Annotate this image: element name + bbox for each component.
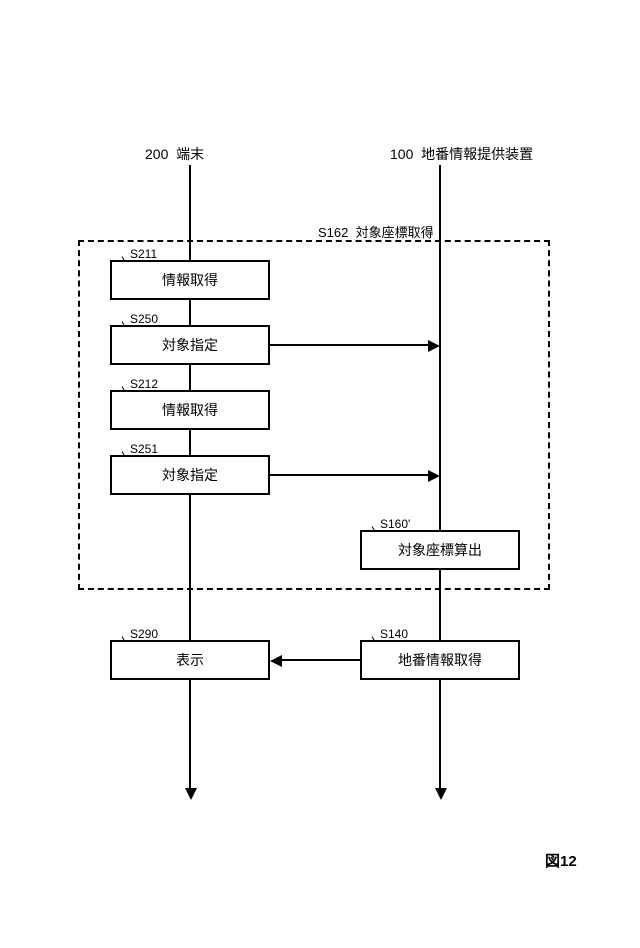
lane-right-label: 100 地番情報提供装置 (390, 144, 533, 164)
arrowhead-right-icon (428, 340, 440, 352)
frame-s162-label: S162 対象座標取得 (318, 222, 434, 241)
step-id-s250: S250 (130, 312, 158, 326)
lifeline-right-arrow-icon (435, 788, 447, 800)
frame-id: S162 (318, 225, 348, 240)
step-label-s160p: 対象座標算出 (398, 540, 482, 560)
lane-left-title: 端末 (176, 146, 204, 162)
step-box-s290: 表示 (110, 640, 270, 680)
step-box-s140: 地番情報取得 (360, 640, 520, 680)
step-label-s211: 情報取得 (162, 270, 218, 290)
lane-left-ref: 200 (145, 146, 168, 162)
step-id-s211: S211 (130, 247, 157, 261)
step-box-s211: 情報取得 (110, 260, 270, 300)
step-label-s140: 地番情報取得 (398, 650, 482, 670)
arrowhead-right-icon (428, 470, 440, 482)
step-id-s160p: S160' (380, 517, 410, 531)
arrowhead-left-icon (270, 655, 282, 667)
lane-left-label: 200 端末 (145, 144, 204, 164)
lifeline-left-arrow-icon (185, 788, 197, 800)
step-id-s212: S212 (130, 377, 158, 391)
lane-right-ref: 100 (390, 146, 413, 162)
step-box-s212: 情報取得 (110, 390, 270, 430)
diagram-canvas: 200 端末 100 地番情報提供装置 S162 対象座標取得 S211 情報取… (0, 0, 640, 948)
step-id-s290: S290 (130, 627, 158, 641)
step-label-s290: 表示 (176, 650, 204, 670)
frame-title: 対象座標取得 (356, 225, 434, 240)
lane-right-title: 地番情報提供装置 (421, 146, 533, 162)
arrow-s140-left (282, 659, 360, 661)
arrow-s251-right (270, 474, 430, 476)
figure-label: 図12 (545, 850, 577, 871)
step-label-s251: 対象指定 (162, 465, 218, 485)
step-id-s140: S140 (380, 627, 408, 641)
arrow-s250-right (270, 344, 430, 346)
step-id-s251: S251 (130, 442, 158, 456)
step-box-s160p: 対象座標算出 (360, 530, 520, 570)
step-box-s250: 対象指定 (110, 325, 270, 365)
step-label-s212: 情報取得 (162, 400, 218, 420)
step-box-s251: 対象指定 (110, 455, 270, 495)
step-label-s250: 対象指定 (162, 335, 218, 355)
